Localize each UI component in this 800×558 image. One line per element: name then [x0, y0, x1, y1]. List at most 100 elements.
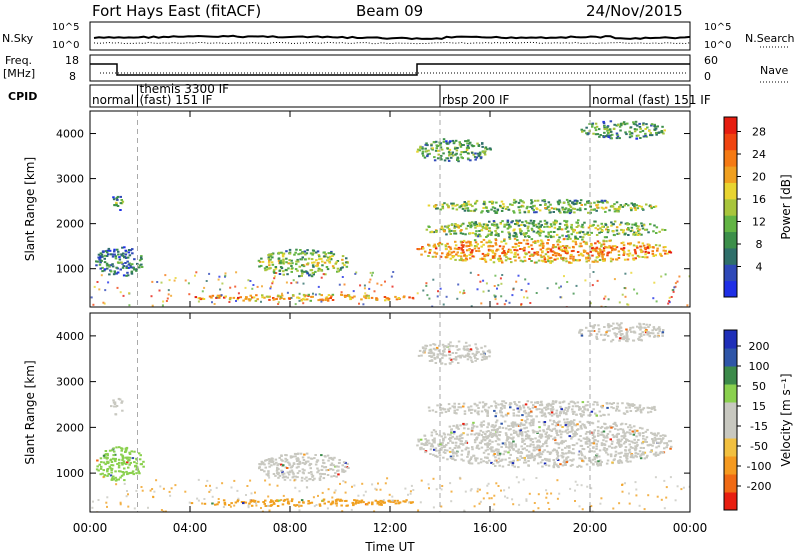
cpid-mode: rbsp 200 IF	[442, 93, 509, 107]
sky-left-tick-top: 10^5	[52, 22, 79, 33]
echo-region	[95, 246, 144, 277]
freq-left-tick-bottom: 8	[69, 70, 76, 83]
y-tick-label: 4000	[56, 128, 84, 141]
colorbar-cell	[724, 264, 737, 282]
cpid-mode: themis 3300 IF	[140, 82, 230, 96]
x-axis-label: Time UT	[364, 540, 415, 554]
x-tick-label: 08:00	[273, 521, 308, 535]
freq-left-tick-top: 18	[65, 54, 79, 67]
colorbar-tick-label: 50	[752, 380, 766, 393]
echo-region	[427, 198, 658, 215]
x-tick-label: 12:00	[373, 521, 408, 535]
colorbar-cell	[724, 198, 737, 216]
freq-right-tick-top: 60	[704, 54, 718, 67]
colorbar-cell	[724, 366, 737, 385]
power-colorbar: 4 8 12 16 20 24 28 Power [dB]	[723, 116, 793, 298]
y-tick-label: 3000	[56, 376, 84, 389]
freq-left-label-1: Freq.	[5, 54, 32, 67]
colorbar-tick-label: -100	[747, 460, 772, 473]
sky-right-tick-bottom: 10^0	[704, 40, 731, 51]
colorbar-cell	[724, 330, 737, 349]
nsky-line	[93, 34, 691, 41]
colorbar-cell	[724, 438, 737, 457]
colorbar-tick-label: 16	[752, 193, 766, 206]
y-tick-label: 2000	[56, 218, 84, 231]
y-tick-label: 2000	[56, 421, 84, 434]
echo-region	[425, 219, 667, 240]
colorbar-label: Velocity [m s⁻¹]	[779, 373, 793, 466]
echo-region	[95, 446, 145, 482]
colorbar-cell	[724, 456, 737, 475]
velocity-colorbar: 200 100 50 15 -15 -50 -100 -200 Velocity [m s⁻¹]	[723, 329, 793, 511]
colorbar-cell	[724, 215, 737, 233]
x-tick-label: 00:00	[73, 521, 108, 535]
echo-region	[416, 418, 673, 469]
colorbar-tick-label: -50	[750, 440, 768, 453]
cpid-mode: normal (fast) 151 IF	[592, 93, 711, 107]
colorbar-tick-label: 15	[752, 400, 766, 413]
cpid-label: CPID	[8, 90, 37, 103]
sky-right-label: N.Search	[745, 32, 795, 45]
colorbar-cell	[724, 492, 737, 511]
velocity-panel: 1000 2000 3000 4000 Slant Range [km]	[23, 312, 691, 513]
echo-region	[110, 397, 124, 416]
freq-right-tick-bottom: 0	[704, 70, 711, 83]
sky-left-tick-bottom: 10^0	[52, 40, 79, 51]
freq-line	[90, 63, 690, 76]
colorbar-cell	[724, 420, 737, 439]
sky-left-label: N.Sky	[2, 32, 34, 45]
colorbar-tick-label: 200	[749, 340, 770, 353]
x-tick-label: 16:00	[473, 521, 508, 535]
colorbar-cell	[724, 280, 737, 298]
nsearch-line	[93, 41, 691, 45]
colorbar-cell	[724, 166, 737, 183]
colorbar-cell	[724, 348, 737, 367]
cpid-modes: normal themis 3300 IF(fast) 151 IF rbsp 20…	[92, 82, 711, 107]
power-panel: 1000 2000 3000 4000 Slant Range [km]	[23, 110, 691, 308]
sky-panel	[89, 21, 691, 51]
colorbar-tick-label: 100	[749, 360, 770, 373]
freq-panel	[89, 54, 691, 82]
echo-region	[417, 340, 492, 366]
colorbar-cell	[724, 474, 737, 493]
plot-title: Fort Hays East (fitACF)	[92, 2, 261, 20]
echo-region	[190, 498, 414, 507]
echo-region	[416, 237, 673, 264]
colorbar-tick-label: 28	[752, 126, 766, 139]
freq-right-label: Nave	[760, 64, 788, 77]
date-label: 24/Nov/2015	[586, 2, 683, 20]
freq-left-label-2: [MHz]	[3, 67, 35, 80]
colorbar-tick-label: 20	[752, 171, 766, 184]
echo-region	[257, 248, 349, 278]
colorbar-tick-label: -15	[750, 420, 768, 433]
colorbar-cell	[724, 182, 737, 200]
echo-region	[416, 138, 492, 163]
y-tick-label: 3000	[56, 173, 84, 186]
echo-region	[258, 452, 350, 482]
echo-region	[112, 195, 125, 211]
time-axis: 00:00 04:00 08:00 12:00 16:00 20:00 00:00	[73, 111, 708, 535]
colorbar-tick-label: -200	[747, 480, 772, 493]
cpid-panel	[89, 84, 691, 108]
colorbar-cell	[724, 402, 737, 421]
beam-label: Beam 09	[356, 2, 423, 20]
colorbar-tick-label: 24	[752, 148, 766, 161]
sky-right-tick-top: 10^5	[704, 22, 731, 33]
cpid-mode: (fast) 151 IF	[140, 93, 213, 107]
colorbar-tick-label: 4	[756, 261, 763, 274]
y-axis-label: Slant Range [km]	[23, 360, 37, 464]
colorbar-cell	[724, 117, 737, 134]
y-tick-label: 1000	[56, 263, 84, 276]
colorbar-tick-label: 8	[756, 238, 763, 251]
colorbar-label: Power [dB]	[779, 174, 793, 239]
colorbar-cell	[724, 247, 737, 265]
colorbar-cell	[724, 133, 737, 151]
colorbar-cell	[724, 149, 737, 167]
y-axis-label: Slant Range [km]	[23, 157, 37, 261]
y-tick-label: 4000	[56, 330, 84, 343]
echo-region	[578, 322, 665, 343]
x-tick-label: 00:00	[673, 521, 708, 535]
colorbar-cell	[724, 231, 737, 249]
cpid-mode: normal	[92, 93, 134, 107]
